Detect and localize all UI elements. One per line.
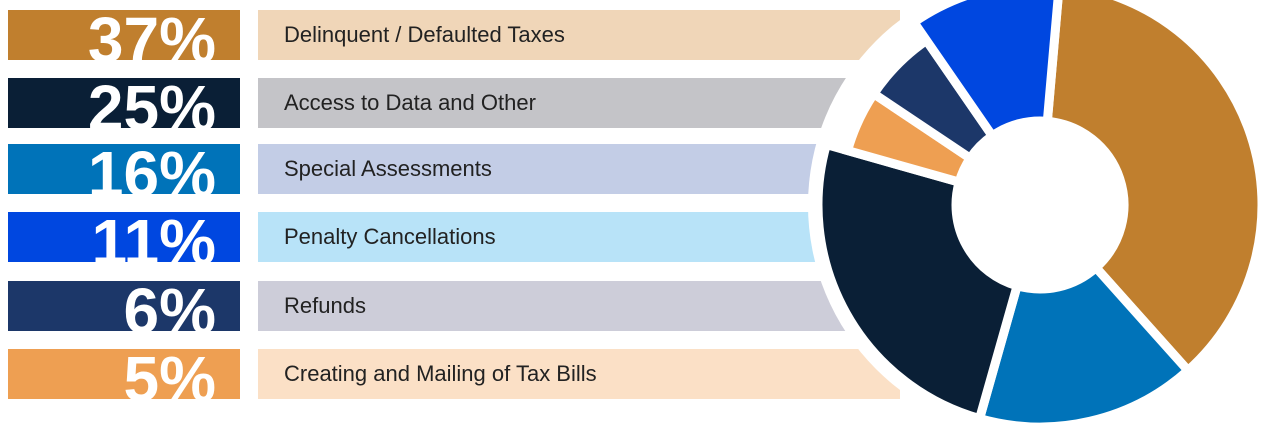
category-band (258, 281, 900, 331)
value-box (8, 281, 240, 331)
category-label: Special Assessments (284, 156, 492, 181)
category-label: Creating and Mailing of Tax Bills (284, 361, 597, 386)
category-label: Access to Data and Other (284, 90, 536, 115)
legend-rows: 37% Delinquent / Defaulted Taxes 25% Access… (8, 4, 900, 415)
value-label: 11% (91, 206, 216, 278)
donut (808, 0, 1262, 430)
category-label: Refunds (284, 293, 366, 318)
category-band (258, 144, 900, 194)
value-label: 25% (88, 72, 216, 144)
value-label: 6% (124, 275, 217, 347)
value-box (8, 144, 240, 194)
category-band (258, 212, 900, 262)
category-band (258, 78, 900, 128)
value-box (8, 78, 240, 128)
category-band (258, 349, 900, 399)
value-box (8, 349, 240, 399)
value-box (8, 10, 240, 60)
value-label: 5% (124, 343, 217, 415)
category-label: Penalty Cancellations (284, 224, 496, 249)
value-label: 16% (88, 138, 216, 210)
donut-hole (954, 119, 1126, 291)
category-label: Delinquent / Defaulted Taxes (284, 22, 565, 47)
category-band (258, 10, 900, 60)
value-box (8, 212, 240, 262)
value-label: 37% (88, 4, 216, 76)
